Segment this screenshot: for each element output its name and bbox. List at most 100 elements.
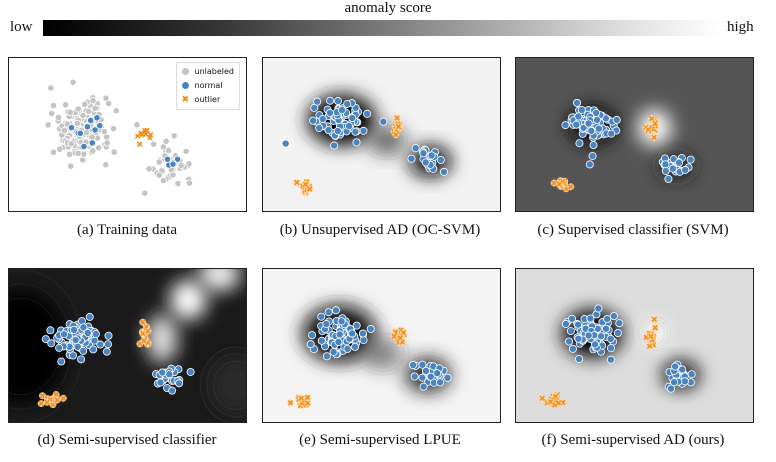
outlier-point [297,394,305,402]
normal-point [88,139,96,147]
unlabeled-point [174,179,182,188]
unlabeled-point [69,78,77,86]
outlier-point [43,398,51,406]
outlier-point [546,398,554,406]
normal-point [594,304,603,313]
contour-line [657,152,696,181]
normal-point [433,369,442,378]
normal-point [333,127,342,136]
outlier-point [644,126,652,134]
contour-line [360,336,405,372]
unlabeled-point [62,101,70,109]
normal-point [96,340,105,349]
score-contour-region [146,314,178,363]
normal-point [671,362,680,371]
normal-point [83,123,92,131]
normal-point [96,122,104,130]
normal-point [572,120,581,129]
normal-point [407,154,416,163]
outlier-point [53,396,61,404]
normal-point [587,126,596,135]
normal-point [93,114,101,122]
outlier-point [59,394,67,402]
unlabeled-point [66,108,74,116]
normal-point [661,160,670,169]
normal-point [158,368,167,377]
unlabeled-point [155,158,163,166]
outlier-point [144,327,152,335]
unlabeled-point [109,125,118,133]
normal-point [186,367,195,376]
normal-point [324,308,333,317]
unlabeled-point [185,179,193,187]
normal-point [351,342,360,351]
unlabeled-point [155,171,163,179]
normal-point [89,345,98,354]
caption-f: (f) Semi-supervised AD (ours) [541,432,725,448]
outlier-point [393,114,401,122]
normal-point [601,324,610,333]
contour-line [401,139,459,183]
normal-point [306,340,315,349]
normal-point [436,378,445,387]
outlier-point [140,337,148,345]
score-contour-region [9,289,67,404]
outlier-point [650,133,658,141]
normal-point [686,155,695,164]
unlabeled-point [82,128,90,137]
outlier-point [394,123,402,131]
normal-point [163,155,172,163]
normal-point [418,360,427,369]
normal-point [87,116,95,125]
normal-point [79,346,88,355]
outlier-point [555,180,563,188]
normal-point [337,106,346,115]
normal-point [589,141,598,150]
normal-point [83,328,92,337]
outlier-point [302,180,310,188]
unlabeled-point [94,144,103,152]
normal-point [359,126,368,135]
unlabeled-point [48,109,56,118]
outlier-point [567,183,575,191]
unlabeled-point [150,140,158,148]
normal-point [565,337,574,346]
normal-point [574,112,583,121]
normal-point [91,126,99,134]
normal-point [591,340,600,349]
contour-line [558,306,627,361]
unlabeled-point [67,162,75,170]
outlier-point [651,120,659,128]
normal-point [334,97,343,106]
unlabeled-point [112,107,120,115]
normal-point [331,306,340,315]
normal-point [317,312,326,321]
normal-point [351,127,360,136]
legend-item-outlier: ✖ outlier [182,93,235,107]
legend-item-normal: normal [181,79,235,93]
contour-line [639,111,670,144]
caption-c: (c) Supervised classifier (SVM) [537,222,729,238]
contour-line [303,91,380,149]
normal-point [363,109,372,118]
outlier-point [139,329,147,337]
normal-point [343,344,352,353]
normal-point [687,370,696,379]
unlabeled-point [110,148,118,156]
unlabeled-point [102,161,110,169]
normal-point [352,138,361,147]
contour-line [406,143,454,179]
contour-line [295,85,389,155]
normal-point [575,354,584,363]
normal-point [46,326,55,335]
outlier-point [303,393,311,401]
normal-point [574,334,583,343]
unlabeled-point [182,147,190,155]
normal-point [281,139,290,148]
unlabeled-point [60,126,68,135]
normal-point [603,314,612,323]
unlabeled-point [103,139,111,147]
outlier-point [399,329,407,337]
normal-point [47,339,56,348]
contour-line [213,360,246,410]
